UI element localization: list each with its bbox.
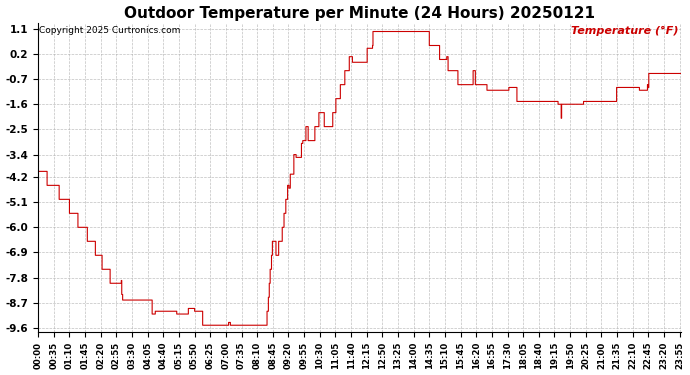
Text: Temperature (°F): Temperature (°F) (571, 26, 678, 36)
Title: Outdoor Temperature per Minute (24 Hours) 20250121: Outdoor Temperature per Minute (24 Hours… (124, 6, 595, 21)
Text: Copyright 2025 Curtronics.com: Copyright 2025 Curtronics.com (39, 26, 181, 35)
